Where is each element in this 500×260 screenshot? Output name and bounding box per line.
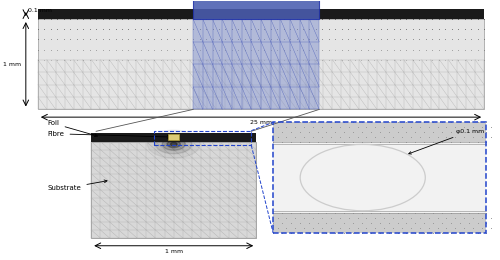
Bar: [92, 142, 256, 238]
Bar: [168, 134, 179, 140]
Circle shape: [162, 138, 186, 150]
Bar: [154, 131, 252, 145]
Text: 0.1 mm: 0.1 mm: [28, 8, 52, 13]
Bar: [193, 0, 319, 19]
Bar: [273, 122, 486, 142]
Text: φ0.1 mm: φ0.1 mm: [409, 129, 484, 154]
Circle shape: [156, 134, 192, 154]
Text: Foil: Foil: [48, 120, 98, 136]
Bar: [193, 19, 319, 109]
Text: Substrate: Substrate: [48, 180, 107, 191]
Bar: [273, 122, 486, 233]
Circle shape: [148, 130, 200, 158]
Bar: [273, 122, 486, 233]
Text: 1 mm: 1 mm: [3, 62, 21, 67]
Text: 1 mm: 1 mm: [164, 249, 183, 254]
Bar: [92, 133, 256, 142]
Bar: [38, 9, 484, 19]
Bar: [38, 19, 484, 109]
Text: 25 mm: 25 mm: [250, 120, 272, 125]
Circle shape: [167, 141, 180, 148]
Text: Fibre: Fibre: [48, 131, 170, 138]
Circle shape: [170, 142, 177, 146]
Bar: [273, 213, 486, 233]
